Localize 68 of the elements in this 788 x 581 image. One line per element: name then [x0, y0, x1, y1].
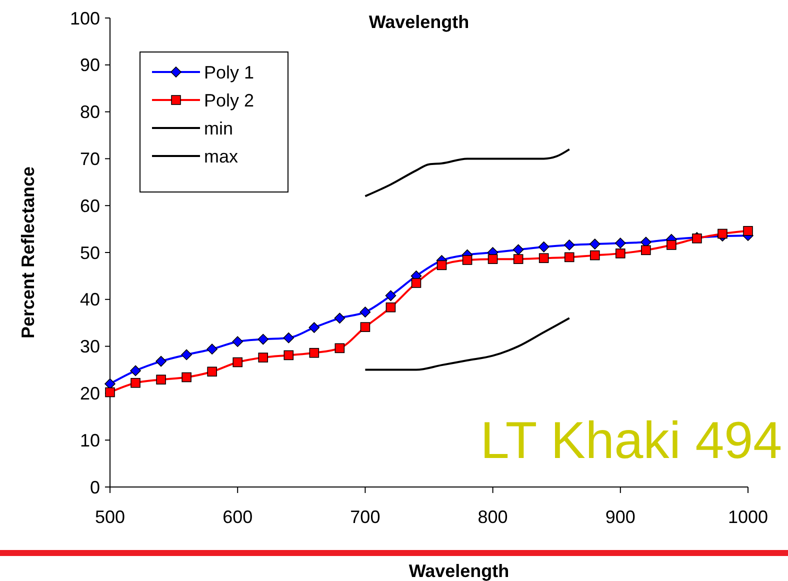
point	[616, 248, 626, 258]
point	[105, 387, 115, 398]
point	[284, 350, 294, 360]
point	[385, 290, 396, 302]
point	[334, 343, 345, 354]
point	[283, 332, 294, 344]
point	[462, 255, 472, 265]
y-tick-label: 90	[80, 55, 100, 76]
y-tick-label: 0	[90, 477, 100, 498]
point	[538, 241, 550, 252]
point	[309, 348, 320, 358]
y-tick-label: 70	[80, 149, 100, 169]
point	[590, 250, 600, 260]
legend-label: max	[204, 146, 238, 166]
y-tick-label: 60	[80, 196, 100, 216]
point	[360, 306, 371, 318]
x-tick-label: 1000	[728, 507, 768, 527]
point	[206, 344, 218, 355]
point	[130, 365, 141, 376]
x-tick-label: 900	[605, 507, 636, 527]
point	[564, 252, 574, 262]
point	[258, 334, 269, 345]
x-tick-label: 600	[222, 507, 253, 527]
point	[718, 228, 728, 239]
point	[512, 244, 524, 256]
x-tick-label: 500	[94, 507, 126, 527]
chart-title: Wavelength	[368, 12, 470, 32]
point	[207, 366, 217, 377]
y-tick-label: 10	[80, 430, 100, 450]
point	[181, 349, 192, 360]
point	[538, 253, 549, 264]
point	[182, 372, 192, 382]
point	[564, 240, 575, 250]
point	[156, 374, 166, 384]
point	[386, 302, 396, 312]
y-tick-label: 30	[80, 336, 100, 357]
point	[308, 322, 320, 333]
annotation: LT Khaki 494	[480, 412, 782, 470]
y-axis-title: Percent Reflectance	[18, 166, 38, 339]
point	[436, 260, 447, 270]
x-tick-label: 700	[350, 507, 380, 527]
point	[232, 357, 242, 368]
point	[488, 254, 498, 264]
point	[666, 240, 676, 250]
legend-label: Poly 1	[204, 62, 254, 82]
x-axis-title: Wavelength	[408, 561, 510, 581]
point	[411, 278, 422, 288]
point	[156, 356, 166, 367]
point	[743, 226, 753, 236]
y-tick-label: 50	[80, 242, 100, 263]
point	[232, 336, 243, 348]
y-tick-label: 80	[80, 102, 100, 122]
point	[513, 254, 524, 264]
legend-label: min	[204, 118, 234, 138]
point	[258, 352, 268, 362]
y-tick-label: 20	[80, 384, 100, 404]
point	[641, 245, 651, 256]
point	[130, 378, 140, 388]
y-tick-label: 40	[80, 290, 100, 310]
y-tick-label: 100	[70, 8, 100, 28]
x-tick-label: 800	[478, 507, 508, 527]
point	[589, 238, 600, 250]
point	[615, 238, 626, 249]
line-series	[364, 148, 570, 198]
line-series	[364, 317, 570, 371]
legend-label: Poly 2	[204, 90, 254, 110]
point	[360, 322, 370, 332]
point	[334, 312, 346, 324]
